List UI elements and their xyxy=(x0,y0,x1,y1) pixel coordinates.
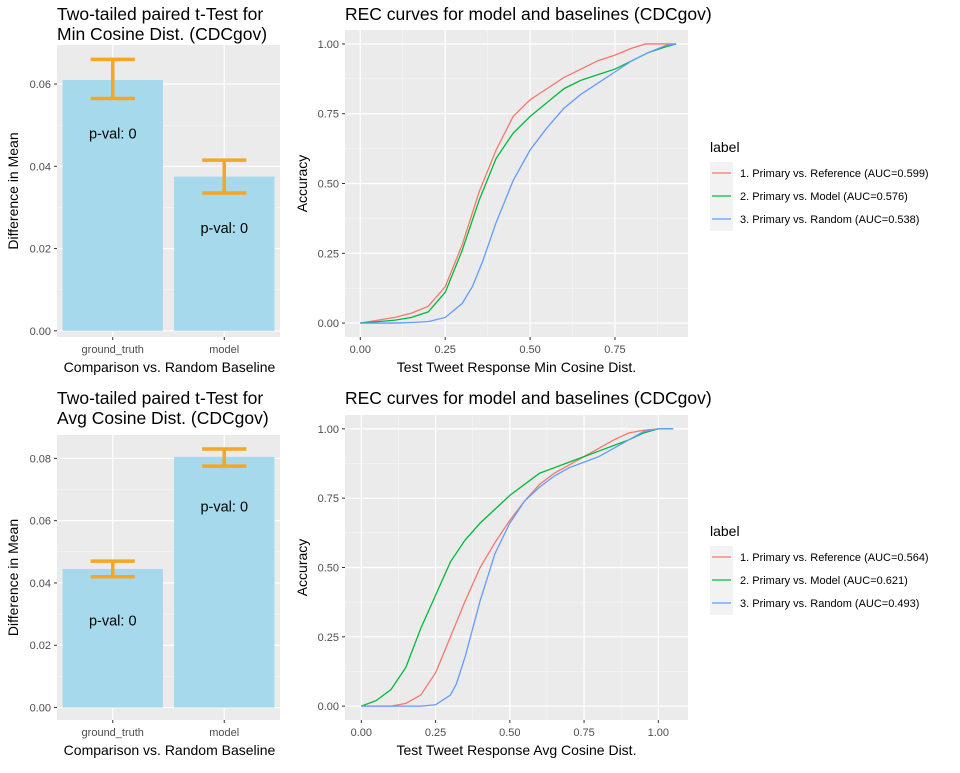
y-tick-label: 0.06 xyxy=(30,79,51,91)
chart-title-2: Two-tailed paired t-Test for xyxy=(57,388,263,408)
y-tick-label: 1.00 xyxy=(318,424,339,436)
y-tick-label: 0.50 xyxy=(318,179,339,191)
p-value-label: p-val: 0 xyxy=(200,500,248,516)
x-tick-label: 0.50 xyxy=(499,727,520,739)
x-axis-label-3: Test Tweet Response Avg Cosine Dist. xyxy=(397,742,637,758)
x-axis-label-1: Test Tweet Response Min Cosine Dist. xyxy=(397,359,636,375)
y-tick-label: 0.25 xyxy=(318,632,339,644)
legend-title: label xyxy=(710,139,740,155)
error-bar-ground_truth xyxy=(90,559,135,579)
legend-3: label 1. Primary vs. Reference (AUC=0.564… xyxy=(710,523,929,615)
bar-model xyxy=(174,176,275,331)
y-tick-label: 0.00 xyxy=(318,318,339,330)
x-tick-label: 0.75 xyxy=(604,344,625,356)
legend-entry-1: 1. Primary vs. Reference (AUC=0.599) xyxy=(740,168,929,180)
legend-entry-2: 2. Primary vs. Model (AUC=0.576) xyxy=(740,191,908,203)
error-bar-model xyxy=(202,158,247,195)
chart-title-0: Min Cosine Dist. (CDCgov) xyxy=(57,24,267,44)
p-value-label: p-val: 0 xyxy=(89,613,137,629)
x-tick-label: 0.25 xyxy=(425,727,446,739)
y-axis-label-0: Difference in Mean xyxy=(5,132,21,249)
error-bar-ground_truth xyxy=(90,57,135,101)
bar-model xyxy=(174,456,275,708)
x-tick-label: ground_truth xyxy=(82,727,144,739)
series-line-1 xyxy=(360,43,677,324)
legend-title: label xyxy=(710,523,740,539)
y-tick-label: 0.04 xyxy=(30,161,51,173)
y-axis-label-2: Difference in Mean xyxy=(5,519,21,636)
y-tick-label: 0.02 xyxy=(30,244,51,256)
x-axis-label-0: Comparison vs. Random Baseline xyxy=(64,359,276,375)
series-line-3 xyxy=(360,43,677,324)
y-tick-label: 0.06 xyxy=(30,516,51,528)
legend-entry-2: 2. Primary vs. Model (AUC=0.621) xyxy=(740,575,908,587)
y-tick-label: 1.00 xyxy=(318,39,339,51)
x-tick-label: model xyxy=(209,344,239,356)
x-tick-label: 0.50 xyxy=(519,344,540,356)
series-line-3 xyxy=(361,428,674,707)
chart-title-0: Two-tailed paired t-Test for xyxy=(57,4,263,24)
legend-entry-3: 3. Primary vs. Random (AUC=0.493) xyxy=(740,598,919,610)
x-axis-label-2: Comparison vs. Random Baseline xyxy=(64,742,276,758)
x-tick-label: 0.25 xyxy=(434,344,455,356)
legend-entry-1: 1. Primary vs. Reference (AUC=0.564) xyxy=(740,552,929,564)
y-tick-label: 0.75 xyxy=(318,493,339,505)
x-tick-label: 0.00 xyxy=(350,344,371,356)
chart-title-1: REC curves for model and baselines (CDCg… xyxy=(345,4,712,24)
y-tick-label: 0.00 xyxy=(30,326,51,338)
y-axis-label-3: Accuracy xyxy=(294,539,310,597)
x-tick-label: 0.75 xyxy=(573,727,594,739)
legend-entry-3: 3. Primary vs. Random (AUC=0.538) xyxy=(740,214,919,226)
y-tick-label: 0.04 xyxy=(30,578,51,590)
x-tick-label: ground_truth xyxy=(82,344,144,356)
x-tick-label: 1.00 xyxy=(648,727,669,739)
y-tick-label: 0.75 xyxy=(318,109,339,121)
y-tick-label: 0.00 xyxy=(30,703,51,715)
legend-1: label 1. Primary vs. Reference (AUC=0.599… xyxy=(710,139,929,231)
bar-ground_truth xyxy=(62,79,163,331)
chart-title-2: Avg Cosine Dist. (CDCgov) xyxy=(57,408,269,428)
p-value-label: p-val: 0 xyxy=(200,221,248,237)
y-tick-label: 0.02 xyxy=(30,640,51,652)
error-bar-model xyxy=(202,447,247,468)
y-tick-label: 0.50 xyxy=(318,563,339,575)
y-tick-label: 0.00 xyxy=(318,701,339,713)
x-tick-label: model xyxy=(209,727,239,739)
p-value-label: p-val: 0 xyxy=(89,126,137,142)
y-axis-label-1: Accuracy xyxy=(294,155,310,213)
chart-title-3: REC curves for model and baselines (CDCg… xyxy=(345,388,712,408)
y-tick-label: 0.08 xyxy=(30,453,51,465)
series-line-2 xyxy=(361,428,674,707)
x-tick-label: 0.00 xyxy=(351,727,372,739)
y-tick-label: 0.25 xyxy=(318,248,339,260)
bar-ground_truth xyxy=(62,568,163,708)
